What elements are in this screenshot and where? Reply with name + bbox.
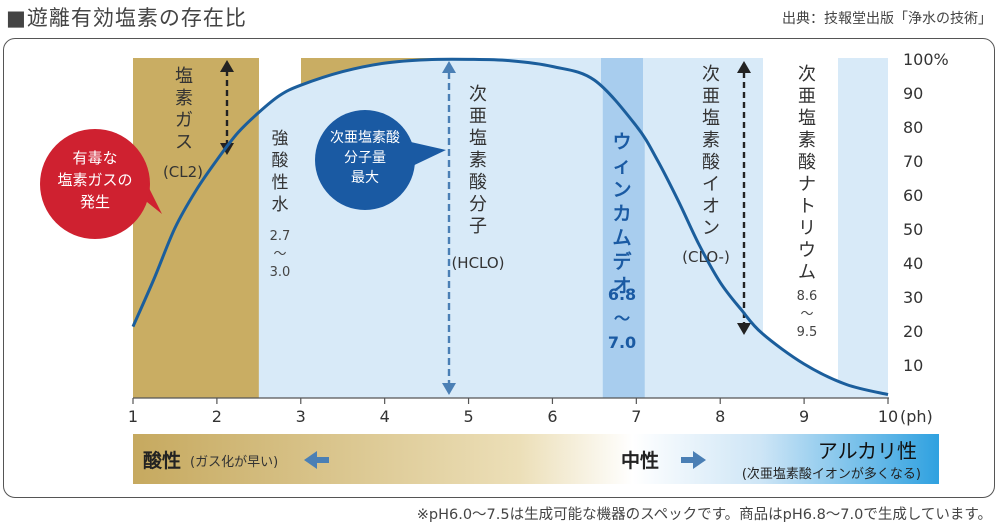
region-hclo-sub: (HCLO)	[451, 254, 504, 272]
y-tick-label: 30	[903, 288, 923, 307]
y-tick-label: 70	[903, 152, 923, 171]
scale-acid-label: 酸性	[143, 449, 181, 472]
arrow-ion	[737, 61, 751, 335]
svg-text:有毒な塩素ガスの発生: 有毒な塩素ガスの発生	[57, 149, 132, 211]
y-axis-ticks: 10 20 30 40 50 60 70 80 90 100%	[903, 50, 949, 375]
x-tick-label: 7	[631, 407, 641, 426]
y-tick-label: 40	[903, 254, 923, 273]
region-strong-acid-range: 2.7 〜 3.0	[270, 229, 291, 280]
callout-blue: 次亜塩素酸分子量最大	[315, 110, 446, 210]
x-axis-ticks: 1 2 3 4 5 6 7 8 9 10 (ph)	[128, 398, 933, 426]
scale-neutral-label: 中性	[621, 449, 659, 472]
x-tick-label: 4	[380, 407, 390, 426]
arrow-right-icon	[681, 451, 706, 469]
source-citation: 出典：技報堂出版「浄水の技術」	[782, 11, 992, 27]
y-tick-label: 80	[903, 118, 923, 137]
ph-scale-bar	[133, 434, 939, 484]
arrow-hclo	[442, 61, 456, 395]
region-product-range: 6.8 〜 7.0	[608, 285, 636, 352]
y-tick-label: 50	[903, 220, 923, 239]
y-tick-label: 100%	[903, 50, 949, 69]
scale-alkaline-note: (次亜塩素酸イオンが多くなる)	[742, 466, 921, 482]
region-gas-sub: (CL2)	[163, 163, 203, 181]
x-axis-unit: (ph)	[900, 407, 933, 426]
svg-text:次亜塩素酸分子量最大: 次亜塩素酸分子量最大	[330, 130, 400, 186]
x-tick-label: 10	[878, 407, 898, 426]
region-sodium-label: 次亜塩素酸ナトリウム	[798, 64, 816, 283]
gas-region-underfill	[133, 112, 259, 398]
series-line	[131, 57, 889, 397]
y-tick-label: 20	[903, 322, 923, 341]
y-tick-label: 60	[903, 186, 923, 205]
chart-frame	[3, 38, 995, 498]
region-ion-sub: (CLO-)	[682, 248, 730, 266]
footnote: ※pH6.0〜7.5は生成可能な機器のスペックです。商品はpH6.8〜7.0で生…	[416, 507, 992, 523]
region-product-label: ウィンカムデオ	[612, 131, 632, 297]
region-gas-label: 塩素ガス	[175, 66, 193, 153]
x-tick-label: 6	[547, 407, 557, 426]
region-sodium-band	[763, 58, 838, 398]
region-sodium-range: 8.6 〜 9.5	[797, 289, 818, 340]
x-tick-label: 2	[212, 407, 222, 426]
arrow-gas	[220, 60, 234, 155]
y-tick-label: 90	[903, 84, 923, 103]
x-tick-label: 8	[715, 407, 725, 426]
x-tick-label: 3	[296, 407, 306, 426]
x-tick-label: 5	[463, 407, 473, 426]
region-strong-acid-label: 強酸性水	[272, 129, 289, 215]
y-tick-label: 10	[903, 356, 923, 375]
scale-alkaline-label: アルカリ性	[818, 439, 917, 463]
region-ion-label: 次亜塩素酸イオン	[702, 64, 720, 239]
callout-red: 有毒な塩素ガスの発生	[40, 129, 162, 239]
product-region-underfill	[602, 87, 645, 398]
scale-acid-note: (ガス化が早い)	[190, 455, 278, 470]
x-tick-label: 1	[128, 407, 138, 426]
x-tick-label: 9	[799, 407, 809, 426]
arrow-left-icon	[304, 451, 329, 469]
page-title: ■遊離有効塩素の存在比	[6, 6, 247, 30]
region-hclo-label: 次亜塩素酸分子	[469, 84, 487, 237]
